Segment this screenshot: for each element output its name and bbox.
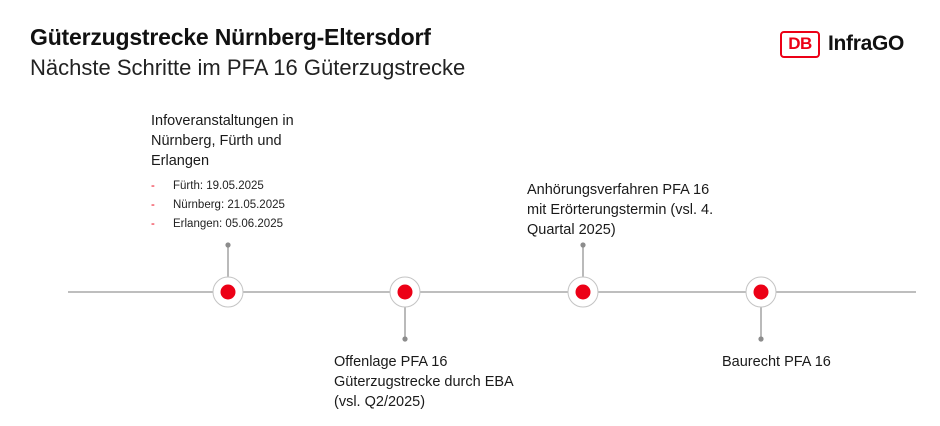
bullet-dash-icon: - xyxy=(151,218,155,230)
milestone-4-label: Baurecht PFA 16 xyxy=(722,354,831,370)
db-infrago-logo: DB InfraGO xyxy=(780,30,904,58)
milestone-1-label: Infoveranstaltungen in Nürnberg, Fürth u… xyxy=(151,113,294,169)
milestone-3-text-block: Anhörungsverfahren PFA 16 mit Erörterung… xyxy=(527,180,767,240)
milestone-2-marker-icon xyxy=(397,284,413,300)
milestone-3-label: Anhörungsverfahren PFA 16 mit Erörterung… xyxy=(527,182,714,238)
db-logo-icon: DB xyxy=(780,30,820,58)
milestone-2 xyxy=(389,276,421,342)
milestone-1-text-block: Infoveranstaltungen in Nürnberg, Fürth u… xyxy=(151,111,351,234)
milestone-4-marker-icon xyxy=(753,284,769,300)
detail-text: Fürth: 19.05.2025 xyxy=(173,180,264,192)
milestone-3-marker-icon xyxy=(575,284,591,300)
milestone-2-connector-dot xyxy=(402,336,408,342)
milestone-1-details: - Fürth: 19.05.2025 - Nürnberg: 21.05.20… xyxy=(151,177,351,234)
milestone-4-connector-dot xyxy=(758,336,764,342)
milestone-1-marker-icon xyxy=(220,284,236,300)
milestone-1-connector-dot xyxy=(225,242,231,248)
detail-text: Nürnberg: 21.05.2025 xyxy=(173,199,285,211)
milestone-4-text-block: Baurecht PFA 16 xyxy=(722,352,902,372)
milestone-2-label: Offenlage PFA 16 Güterzugstrecke durch E… xyxy=(334,354,514,410)
milestone-1-detail-item: - Nürnberg: 21.05.2025 xyxy=(151,196,351,215)
milestone-1-detail-item: - Erlangen: 05.06.2025 xyxy=(151,215,351,234)
detail-text: Erlangen: 05.06.2025 xyxy=(173,218,283,230)
brand-name: InfraGO xyxy=(828,32,905,55)
milestone-3 xyxy=(567,242,599,308)
milestone-4 xyxy=(745,276,777,342)
milestone-1 xyxy=(212,242,244,308)
milestone-2-text-block: Offenlage PFA 16 Güterzugstrecke durch E… xyxy=(334,352,554,412)
bullet-dash-icon: - xyxy=(151,199,155,211)
page-title: Güterzugstrecke Nürnberg-Eltersdorf xyxy=(30,24,431,50)
milestone-3-connector-dot xyxy=(580,242,586,248)
milestone-1-detail-item: - Fürth: 19.05.2025 xyxy=(151,177,351,196)
bullet-dash-icon: - xyxy=(151,180,155,192)
page-subtitle: Nächste Schritte im PFA 16 Güterzugstrec… xyxy=(30,55,466,80)
